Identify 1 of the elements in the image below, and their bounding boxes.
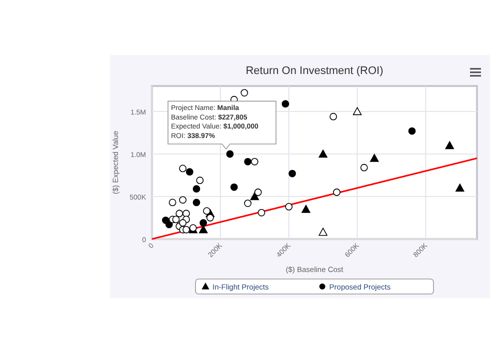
chart-title: Return On Investment (ROI) (246, 65, 384, 77)
